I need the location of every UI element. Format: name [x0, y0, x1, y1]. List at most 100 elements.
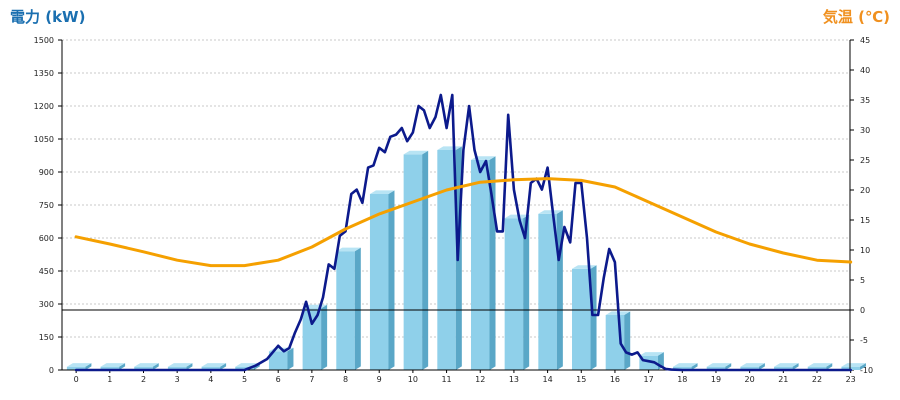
left-tick-label: 600	[39, 234, 54, 243]
bar	[134, 366, 153, 370]
left-tick-label: 0	[49, 366, 54, 375]
left-axis-title: 電力 (kW)	[10, 8, 86, 26]
bar	[774, 366, 793, 370]
x-tick-label: 3	[175, 375, 180, 384]
bar-top	[167, 363, 193, 367]
x-tick-label: 20	[745, 375, 755, 384]
x-tick-label: 6	[276, 375, 281, 384]
bar-side	[792, 363, 799, 370]
right-axis-title: 気温 (℃)	[822, 8, 890, 26]
bar-top	[673, 363, 698, 367]
right-tick-label: 25	[860, 156, 870, 165]
bar-side	[422, 150, 429, 370]
right-tick-label: 10	[860, 246, 870, 255]
bar	[706, 366, 726, 370]
bar-side	[826, 363, 833, 370]
right-tick-label: 45	[860, 36, 870, 45]
left-tick-label: 1200	[34, 102, 54, 111]
x-tick-label: 11	[441, 375, 451, 384]
bar-top	[66, 363, 92, 367]
right-tick-label: -10	[860, 366, 873, 375]
bar	[807, 366, 827, 370]
left-tick-label: 750	[39, 201, 54, 210]
bar-top	[841, 363, 866, 367]
bar	[470, 159, 490, 370]
bar	[100, 366, 120, 370]
right-tick-label: -5	[860, 336, 868, 345]
x-tick-label: 19	[711, 375, 721, 384]
x-tick-label: 21	[778, 375, 788, 384]
x-tick-label: 14	[543, 375, 553, 384]
left-tick-label: 900	[39, 168, 54, 177]
bar-top	[336, 247, 361, 252]
x-tick-label: 1	[107, 375, 112, 384]
bar-side	[624, 311, 631, 370]
bar-top	[504, 214, 530, 219]
bar	[538, 213, 557, 370]
x-tick-label: 7	[309, 375, 314, 384]
bar	[235, 366, 254, 370]
x-tick-label: 2	[141, 375, 146, 384]
x-tick-label: 18	[677, 375, 687, 384]
bar	[572, 268, 591, 370]
bar-top	[774, 363, 799, 367]
right-tick-label: 40	[860, 66, 870, 75]
bar-top	[572, 265, 597, 269]
bar	[673, 366, 692, 370]
bar	[66, 366, 86, 370]
x-tick-label: 10	[408, 375, 418, 384]
bar	[302, 308, 322, 370]
x-tick-label: 12	[475, 375, 485, 384]
bar-side	[220, 363, 227, 370]
right-tick-label: 35	[860, 96, 870, 105]
bar-top	[706, 363, 732, 367]
left-tick-label: 450	[39, 267, 54, 276]
bar	[336, 251, 355, 370]
bar-side	[287, 347, 294, 370]
right-tick-label: 15	[860, 216, 870, 225]
bar-top	[134, 363, 159, 367]
bar-side	[388, 190, 395, 370]
temperature-line	[74, 177, 853, 268]
bar	[167, 366, 187, 370]
bar	[841, 366, 860, 370]
bar-top	[538, 210, 563, 214]
bar-side	[859, 363, 866, 370]
x-tick-label: 8	[343, 375, 348, 384]
bar-side	[354, 247, 361, 370]
x-tick-label: 17	[644, 375, 654, 384]
x-tick-label: 5	[242, 375, 247, 384]
right-tick-label: 30	[860, 126, 870, 135]
bar-top	[807, 363, 833, 367]
bar-side	[152, 363, 159, 370]
bar-top	[403, 150, 429, 155]
bar-side	[119, 363, 126, 370]
bar-top	[369, 190, 395, 194]
x-tick-label: 23	[846, 375, 856, 384]
bar	[369, 194, 389, 370]
right-tick-label: 0	[860, 306, 865, 315]
x-tick-label: 4	[208, 375, 213, 384]
bar	[504, 218, 524, 370]
bar	[201, 366, 221, 370]
bar	[437, 150, 456, 370]
x-tick-label: 22	[812, 375, 822, 384]
bar	[268, 351, 288, 370]
bar-top	[740, 363, 765, 367]
left-tick-label: 1500	[34, 36, 54, 45]
right-tick-label: 20	[860, 186, 870, 195]
bar-side	[590, 265, 597, 370]
bar-top	[639, 352, 664, 356]
left-tick-label: 1050	[34, 135, 54, 144]
bar-side	[725, 363, 732, 370]
bar-side	[186, 363, 193, 370]
left-tick-label: 150	[39, 333, 54, 342]
x-tick-label: 15	[576, 375, 586, 384]
bar	[403, 154, 423, 370]
left-tick-label: 1350	[34, 69, 54, 78]
power-line	[74, 93, 853, 372]
right-tick-label: 5	[860, 276, 865, 285]
bar-side	[691, 363, 698, 370]
bar	[740, 366, 759, 370]
